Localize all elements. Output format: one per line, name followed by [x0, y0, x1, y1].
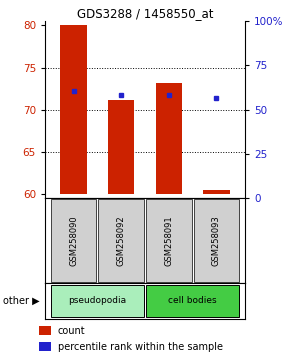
Text: GSM258093: GSM258093: [212, 215, 221, 266]
Bar: [51, 199, 96, 282]
Bar: [39, 342, 52, 351]
Text: percentile rank within the sample: percentile rank within the sample: [58, 342, 223, 352]
Bar: [194, 199, 239, 282]
Text: count: count: [58, 326, 85, 336]
Text: GSM258090: GSM258090: [69, 215, 78, 266]
Bar: [146, 285, 239, 317]
Bar: [108, 101, 134, 194]
Bar: [51, 285, 144, 317]
Text: cell bodies: cell bodies: [168, 296, 217, 306]
Text: GSM258092: GSM258092: [117, 215, 126, 266]
Bar: [203, 190, 230, 194]
Text: other ▶: other ▶: [3, 296, 39, 306]
Bar: [60, 25, 87, 194]
Title: GDS3288 / 1458550_at: GDS3288 / 1458550_at: [77, 7, 213, 20]
Bar: [146, 199, 192, 282]
Bar: [156, 83, 182, 194]
Text: GSM258091: GSM258091: [164, 215, 173, 266]
Text: pseudopodia: pseudopodia: [68, 296, 126, 306]
Bar: [39, 326, 52, 335]
Bar: [98, 199, 144, 282]
